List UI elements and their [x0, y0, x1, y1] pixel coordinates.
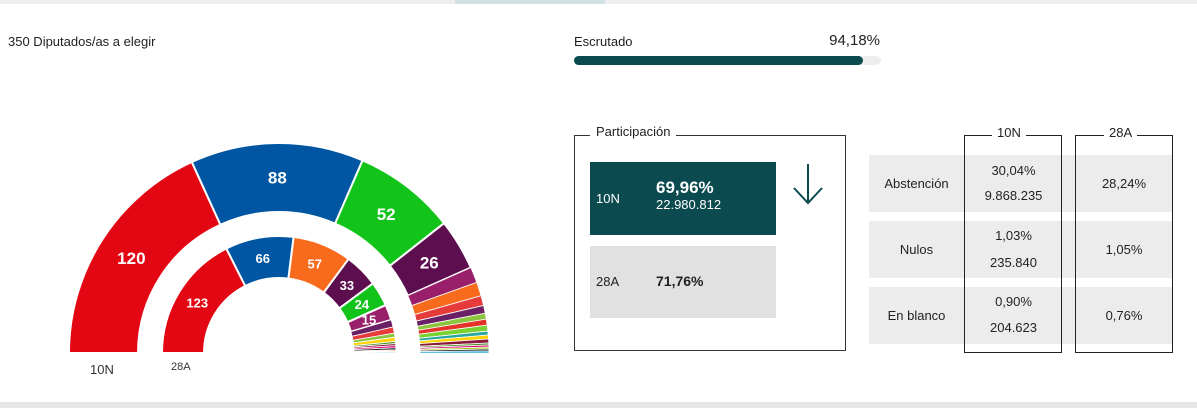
column-10n-header: 10N	[992, 125, 1026, 140]
outer-seat-label: 120	[117, 249, 145, 268]
row-label-abstencion: Abstención	[884, 176, 949, 191]
hemicycle-inner-label: 28A	[171, 361, 191, 373]
cell-10n-pct: 30,04%	[991, 163, 1036, 178]
scrutinized-label: Escrutado	[574, 34, 633, 49]
participation-10n-percent: 69,96%	[656, 178, 714, 197]
inner-seat-label: 15	[362, 312, 376, 327]
inner-seat-label: 24	[355, 297, 370, 312]
inner-seat-label: 33	[340, 278, 354, 293]
participation-28a-card: 28A 71,76%	[590, 246, 776, 318]
scrutinized-progress-bar	[574, 56, 881, 65]
outer-seat-label: 88	[268, 169, 287, 188]
participation-title: Participación	[590, 124, 677, 139]
seats-title: 350 Diputados/as a elegir	[8, 34, 156, 49]
row-label-nulos: Nulos	[899, 242, 934, 257]
outer-seat-segment[interactable]	[419, 350, 490, 354]
cell-28a-pct: 1,05%	[1105, 242, 1143, 257]
top-tab-active	[455, 0, 605, 4]
table-row-bg	[869, 155, 1173, 212]
outer-seat-label: 52	[377, 205, 396, 224]
cell-10n-num: 204.623	[990, 320, 1037, 335]
inner-seat-label: 57	[308, 257, 322, 272]
scrutinized-value: 94,18%	[829, 32, 880, 49]
cell-28a-pct: 28,24%	[1101, 176, 1147, 191]
participation-28a-percent: 71,76%	[656, 273, 704, 289]
scrutinized-progress-fill	[574, 56, 864, 65]
row-label-en-blanco: En blanco	[887, 308, 946, 323]
column-28a-box	[1075, 135, 1173, 353]
cell-10n-num: 235.840	[990, 255, 1037, 270]
participation-panel	[574, 135, 846, 351]
arrow-down-icon	[793, 164, 823, 205]
participation-10n-tag: 10N	[596, 191, 620, 206]
outer-seat-label: 26	[420, 253, 439, 272]
table-row-bg	[869, 221, 1173, 278]
bottom-divider	[0, 402, 1197, 408]
cell-28a-pct: 0,76%	[1105, 308, 1143, 323]
hemicycle-outer-label: 10N	[90, 362, 114, 377]
inner-seat-label: 66	[255, 251, 269, 266]
cell-10n-num: 9.868.235	[984, 188, 1043, 203]
top-tab-strip	[0, 0, 1197, 4]
inner-seat-label: 123	[186, 295, 208, 310]
column-10n-box	[964, 135, 1062, 353]
participation-10n-card: 10N 69,96% 22.980.812	[590, 162, 776, 235]
inner-seat-segment[interactable]	[353, 351, 397, 354]
cell-10n-pct: 0,90%	[995, 294, 1032, 309]
column-28a-header: 28A	[1104, 125, 1138, 140]
participation-10n-votes: 22.980.812	[656, 197, 722, 212]
hemicycle-outer-10n: 120 88 52 26	[67, 142, 490, 354]
participation-28a-tag: 28A	[596, 274, 620, 289]
table-row-bg	[869, 287, 1173, 344]
cell-10n-pct: 1,03%	[995, 228, 1032, 243]
